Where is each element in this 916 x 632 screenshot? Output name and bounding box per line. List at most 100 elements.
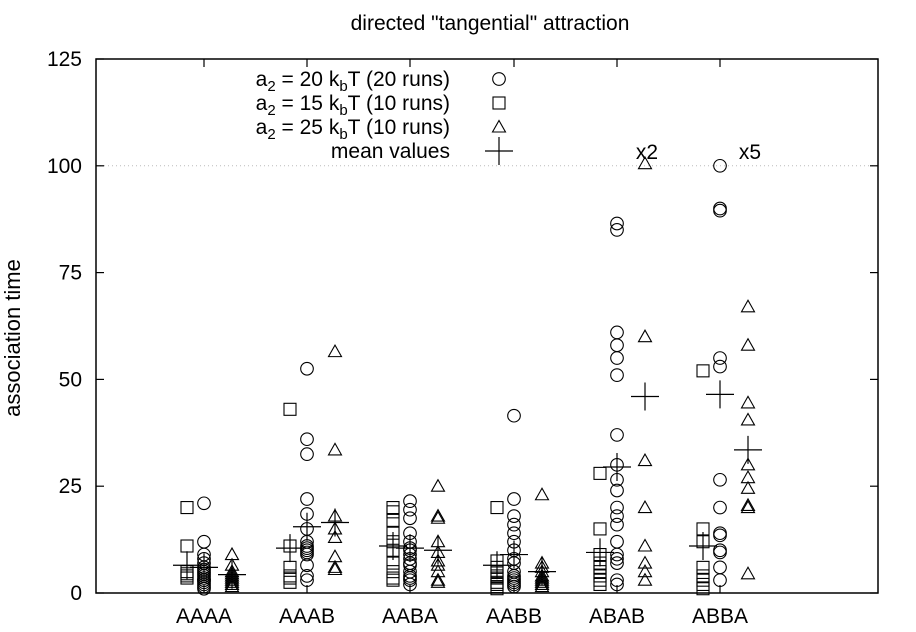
data-point-circle	[610, 517, 624, 532]
data-point-square	[490, 582, 504, 596]
data-point-circle	[300, 573, 314, 588]
data-point-square	[283, 402, 297, 416]
data-point-triangle	[637, 572, 653, 586]
data-point-circle	[713, 573, 727, 588]
annotation-label: x5	[739, 141, 761, 164]
data-point-circle	[713, 500, 727, 515]
data-point-triangle	[327, 529, 343, 544]
data-point-circle	[610, 551, 624, 566]
data-point-circle	[197, 534, 211, 549]
data-point-circle	[610, 547, 624, 562]
data-point-circle	[507, 517, 521, 532]
data-point-circle	[300, 558, 314, 573]
x-tick-label: AABA	[382, 605, 438, 628]
data-point-circle	[197, 496, 211, 511]
mean-marker	[190, 553, 218, 582]
data-point-triangle	[740, 337, 756, 351]
data-point-circle	[610, 556, 624, 570]
data-point-circle	[713, 528, 727, 543]
data-point-square	[593, 522, 607, 536]
mean-marker	[500, 540, 528, 569]
data-point-square	[593, 569, 607, 583]
data-point-triangle	[740, 499, 756, 514]
data-point-circle	[713, 545, 727, 560]
data-point-circle	[610, 338, 624, 353]
data-point-triangle	[637, 555, 653, 569]
data-point-circle	[713, 158, 727, 173]
data-point-square	[593, 577, 607, 592]
data-point-square	[593, 466, 607, 480]
x-tick-label: ABBA	[692, 605, 748, 628]
data-point-circle	[403, 577, 417, 592]
data-point-square	[696, 560, 710, 574]
mean-marker	[276, 534, 304, 563]
x-axis-ticks: AAAA AAAB AABA AABB ABAB ABBA	[176, 59, 748, 628]
annotation-label: x2	[636, 141, 658, 164]
data-point-circle	[300, 361, 314, 376]
data-point-circle	[610, 500, 624, 515]
data-point-triangle	[740, 497, 756, 511]
data-point-triangle	[430, 572, 446, 586]
y-axis-label: association time	[0, 259, 25, 417]
data-point-square	[386, 501, 400, 515]
mean-marker	[173, 551, 201, 580]
data-point-square	[386, 513, 400, 527]
data-point-circle	[507, 579, 521, 594]
y-tick-label: 25	[59, 475, 82, 498]
data-point-square	[283, 575, 297, 589]
data-point-circle	[403, 494, 417, 509]
data-point-triangle	[637, 564, 653, 578]
data-point-triangle	[740, 395, 756, 409]
mean-marker	[603, 452, 631, 481]
legend-label: a2 = 20 kbT (20 runs)	[256, 68, 450, 95]
data-point-triangle	[430, 510, 446, 524]
y-tick-label: 75	[59, 262, 82, 285]
legend-label: mean values	[331, 140, 450, 163]
x-tick-label: AAAA	[176, 605, 232, 628]
chart-title: directed "tangential" attraction	[351, 12, 630, 35]
mean-marker	[734, 435, 762, 464]
legend-label: a2 = 25 kbT (10 runs)	[256, 116, 450, 143]
data-point-circle	[300, 447, 314, 462]
x-tick-label: AABB	[486, 605, 542, 628]
data-point-circle	[403, 573, 417, 588]
data-point-circle	[300, 547, 314, 562]
data-point-circle	[610, 223, 624, 237]
y-tick-label: 50	[59, 368, 82, 391]
data-point-square	[696, 582, 710, 596]
data-points	[180, 156, 756, 596]
legend-label: a2 = 15 kbT (10 runs)	[256, 92, 450, 119]
data-point-circle	[610, 509, 624, 523]
mean-marker	[293, 512, 321, 541]
data-point-triangle	[740, 480, 756, 494]
data-point-circle	[713, 351, 727, 365]
data-point-square	[386, 573, 400, 587]
legend-marker-circle	[492, 72, 506, 86]
data-point-triangle	[740, 457, 756, 471]
y-tick-label: 125	[47, 48, 82, 71]
data-point-square	[696, 573, 710, 587]
data-point-circle	[610, 428, 624, 442]
mean-marker	[631, 382, 659, 411]
data-point-square	[386, 505, 400, 519]
data-point-triangle	[430, 574, 446, 588]
data-point-circle	[610, 368, 624, 382]
data-point-circle	[610, 216, 624, 231]
annotations: x2 x5	[636, 141, 761, 164]
mean-marker	[321, 508, 349, 537]
data-point-triangle	[534, 574, 550, 588]
legend-marker-plus	[485, 137, 513, 165]
data-point-circle	[507, 492, 521, 506]
data-point-triangle	[740, 299, 756, 313]
y-tick-label: 0	[70, 582, 82, 605]
data-point-triangle	[637, 329, 653, 343]
data-point-circle	[713, 472, 727, 487]
data-point-circle	[713, 203, 727, 218]
data-point-circle	[300, 492, 314, 506]
data-point-circle	[403, 511, 417, 526]
data-point-triangle	[637, 499, 653, 514]
data-point-circle	[610, 351, 624, 365]
mean-marker	[706, 380, 734, 409]
data-point-triangle	[637, 538, 653, 552]
